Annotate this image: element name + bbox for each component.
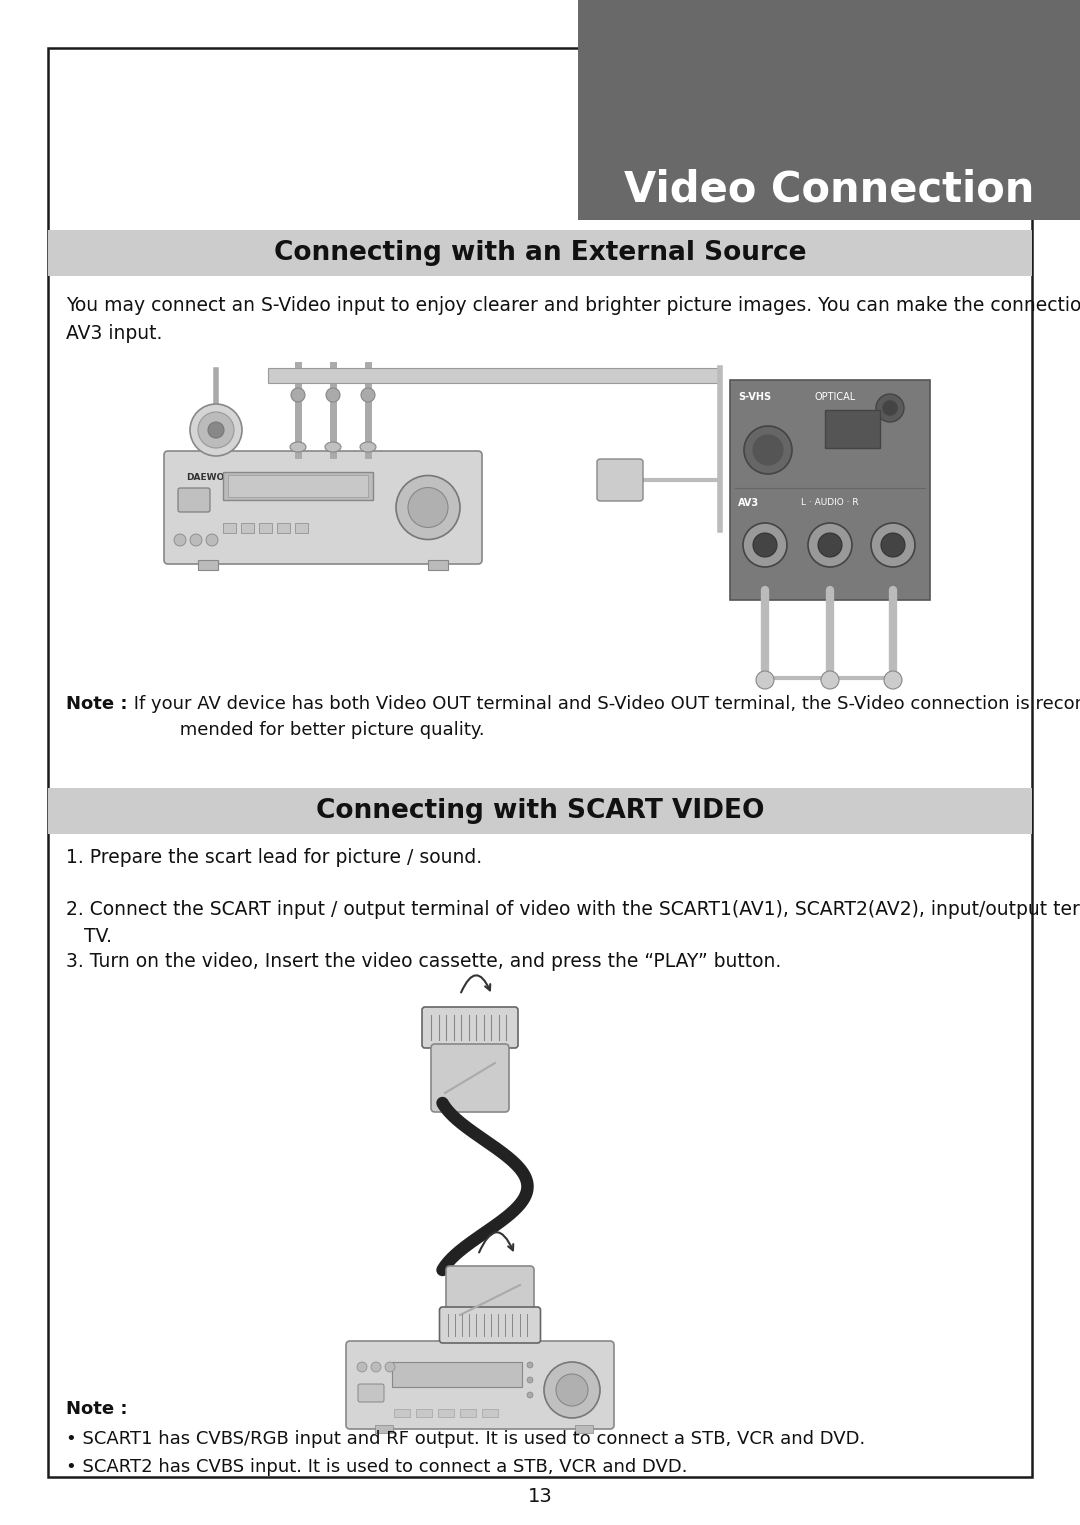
Bar bbox=[268, 368, 720, 383]
Bar bbox=[460, 1409, 476, 1417]
Bar bbox=[392, 1362, 522, 1388]
Text: • SCART2 has CVBS input. It is used to connect a STB, VCR and DVD.: • SCART2 has CVBS input. It is used to c… bbox=[66, 1458, 688, 1476]
Text: If your AV device has both Video OUT terminal and S-Video OUT terminal, the S-Vi: If your AV device has both Video OUT ter… bbox=[129, 695, 1080, 740]
Text: Connecting with SCART VIDEO: Connecting with SCART VIDEO bbox=[315, 798, 765, 824]
FancyBboxPatch shape bbox=[440, 1307, 540, 1344]
Circle shape bbox=[885, 671, 902, 689]
Text: • SCART1 has CVBS/RGB input and RF output. It is used to connect a STB, VCR and : • SCART1 has CVBS/RGB input and RF outpu… bbox=[66, 1430, 865, 1449]
Bar bbox=[259, 523, 272, 534]
Bar bbox=[48, 230, 1032, 276]
Text: OPTICAL: OPTICAL bbox=[814, 392, 855, 403]
FancyBboxPatch shape bbox=[346, 1340, 615, 1429]
Bar bbox=[222, 523, 237, 534]
FancyBboxPatch shape bbox=[446, 1266, 534, 1334]
Bar bbox=[241, 523, 254, 534]
Bar bbox=[428, 560, 448, 570]
Circle shape bbox=[527, 1377, 534, 1383]
Circle shape bbox=[372, 1362, 381, 1372]
Circle shape bbox=[821, 671, 839, 689]
Circle shape bbox=[527, 1392, 534, 1398]
Ellipse shape bbox=[291, 442, 306, 451]
Circle shape bbox=[357, 1362, 367, 1372]
Bar bbox=[222, 473, 373, 500]
Text: Note :: Note : bbox=[66, 1400, 127, 1418]
Bar bbox=[482, 1409, 498, 1417]
Circle shape bbox=[818, 534, 842, 557]
Circle shape bbox=[208, 422, 224, 438]
Bar bbox=[578, 0, 1080, 220]
Circle shape bbox=[870, 523, 915, 567]
Text: You may connect an S-Video input to enjoy clearer and brighter picture images. Y: You may connect an S-Video input to enjo… bbox=[66, 296, 1080, 343]
Ellipse shape bbox=[360, 442, 376, 451]
Bar bbox=[575, 1424, 593, 1434]
Circle shape bbox=[190, 404, 242, 456]
Text: L · AUDIO · R: L · AUDIO · R bbox=[801, 499, 859, 506]
Circle shape bbox=[326, 387, 340, 403]
Bar bbox=[198, 560, 218, 570]
Circle shape bbox=[396, 476, 460, 540]
Circle shape bbox=[756, 671, 774, 689]
Bar bbox=[228, 474, 368, 497]
Bar bbox=[438, 1409, 454, 1417]
Circle shape bbox=[198, 412, 234, 448]
FancyBboxPatch shape bbox=[178, 488, 210, 512]
FancyBboxPatch shape bbox=[422, 1006, 518, 1048]
Text: DAEWOO: DAEWOO bbox=[186, 473, 232, 482]
Circle shape bbox=[527, 1362, 534, 1368]
Circle shape bbox=[882, 400, 897, 416]
FancyBboxPatch shape bbox=[357, 1385, 384, 1401]
Bar bbox=[48, 788, 1032, 834]
Circle shape bbox=[544, 1362, 600, 1418]
Circle shape bbox=[881, 534, 905, 557]
FancyBboxPatch shape bbox=[431, 1045, 509, 1112]
Text: 3. Turn on the video, Insert the video cassette, and press the “PLAY” button.: 3. Turn on the video, Insert the video c… bbox=[66, 952, 781, 971]
Text: Connecting with an External Source: Connecting with an External Source bbox=[273, 239, 807, 265]
Text: Video Connection: Video Connection bbox=[624, 169, 1034, 210]
Circle shape bbox=[743, 523, 787, 567]
Circle shape bbox=[556, 1374, 588, 1406]
Circle shape bbox=[753, 534, 777, 557]
Ellipse shape bbox=[325, 442, 341, 451]
Circle shape bbox=[744, 425, 792, 474]
Circle shape bbox=[808, 523, 852, 567]
Circle shape bbox=[408, 488, 448, 528]
Bar bbox=[416, 1409, 432, 1417]
Text: Note :: Note : bbox=[66, 695, 127, 714]
Bar bbox=[276, 523, 291, 534]
Bar bbox=[825, 410, 880, 448]
FancyBboxPatch shape bbox=[597, 459, 643, 502]
Bar bbox=[730, 380, 930, 599]
Text: S-VHS: S-VHS bbox=[738, 392, 771, 403]
Circle shape bbox=[206, 534, 218, 546]
Circle shape bbox=[291, 387, 305, 403]
Text: 13: 13 bbox=[528, 1487, 552, 1505]
Circle shape bbox=[753, 435, 783, 465]
Circle shape bbox=[174, 534, 186, 546]
Circle shape bbox=[190, 534, 202, 546]
Circle shape bbox=[361, 387, 375, 403]
Text: 2. Connect the SCART input / output terminal of video with the SCART1(AV1), SCAR: 2. Connect the SCART input / output term… bbox=[66, 900, 1080, 946]
Bar bbox=[394, 1409, 410, 1417]
FancyBboxPatch shape bbox=[164, 451, 482, 564]
Text: 1. Prepare the scart lead for picture / sound.: 1. Prepare the scart lead for picture / … bbox=[66, 848, 482, 868]
Bar bbox=[375, 1424, 393, 1434]
Text: AV3: AV3 bbox=[738, 499, 759, 508]
Circle shape bbox=[384, 1362, 395, 1372]
Circle shape bbox=[876, 393, 904, 422]
Bar bbox=[295, 523, 308, 534]
